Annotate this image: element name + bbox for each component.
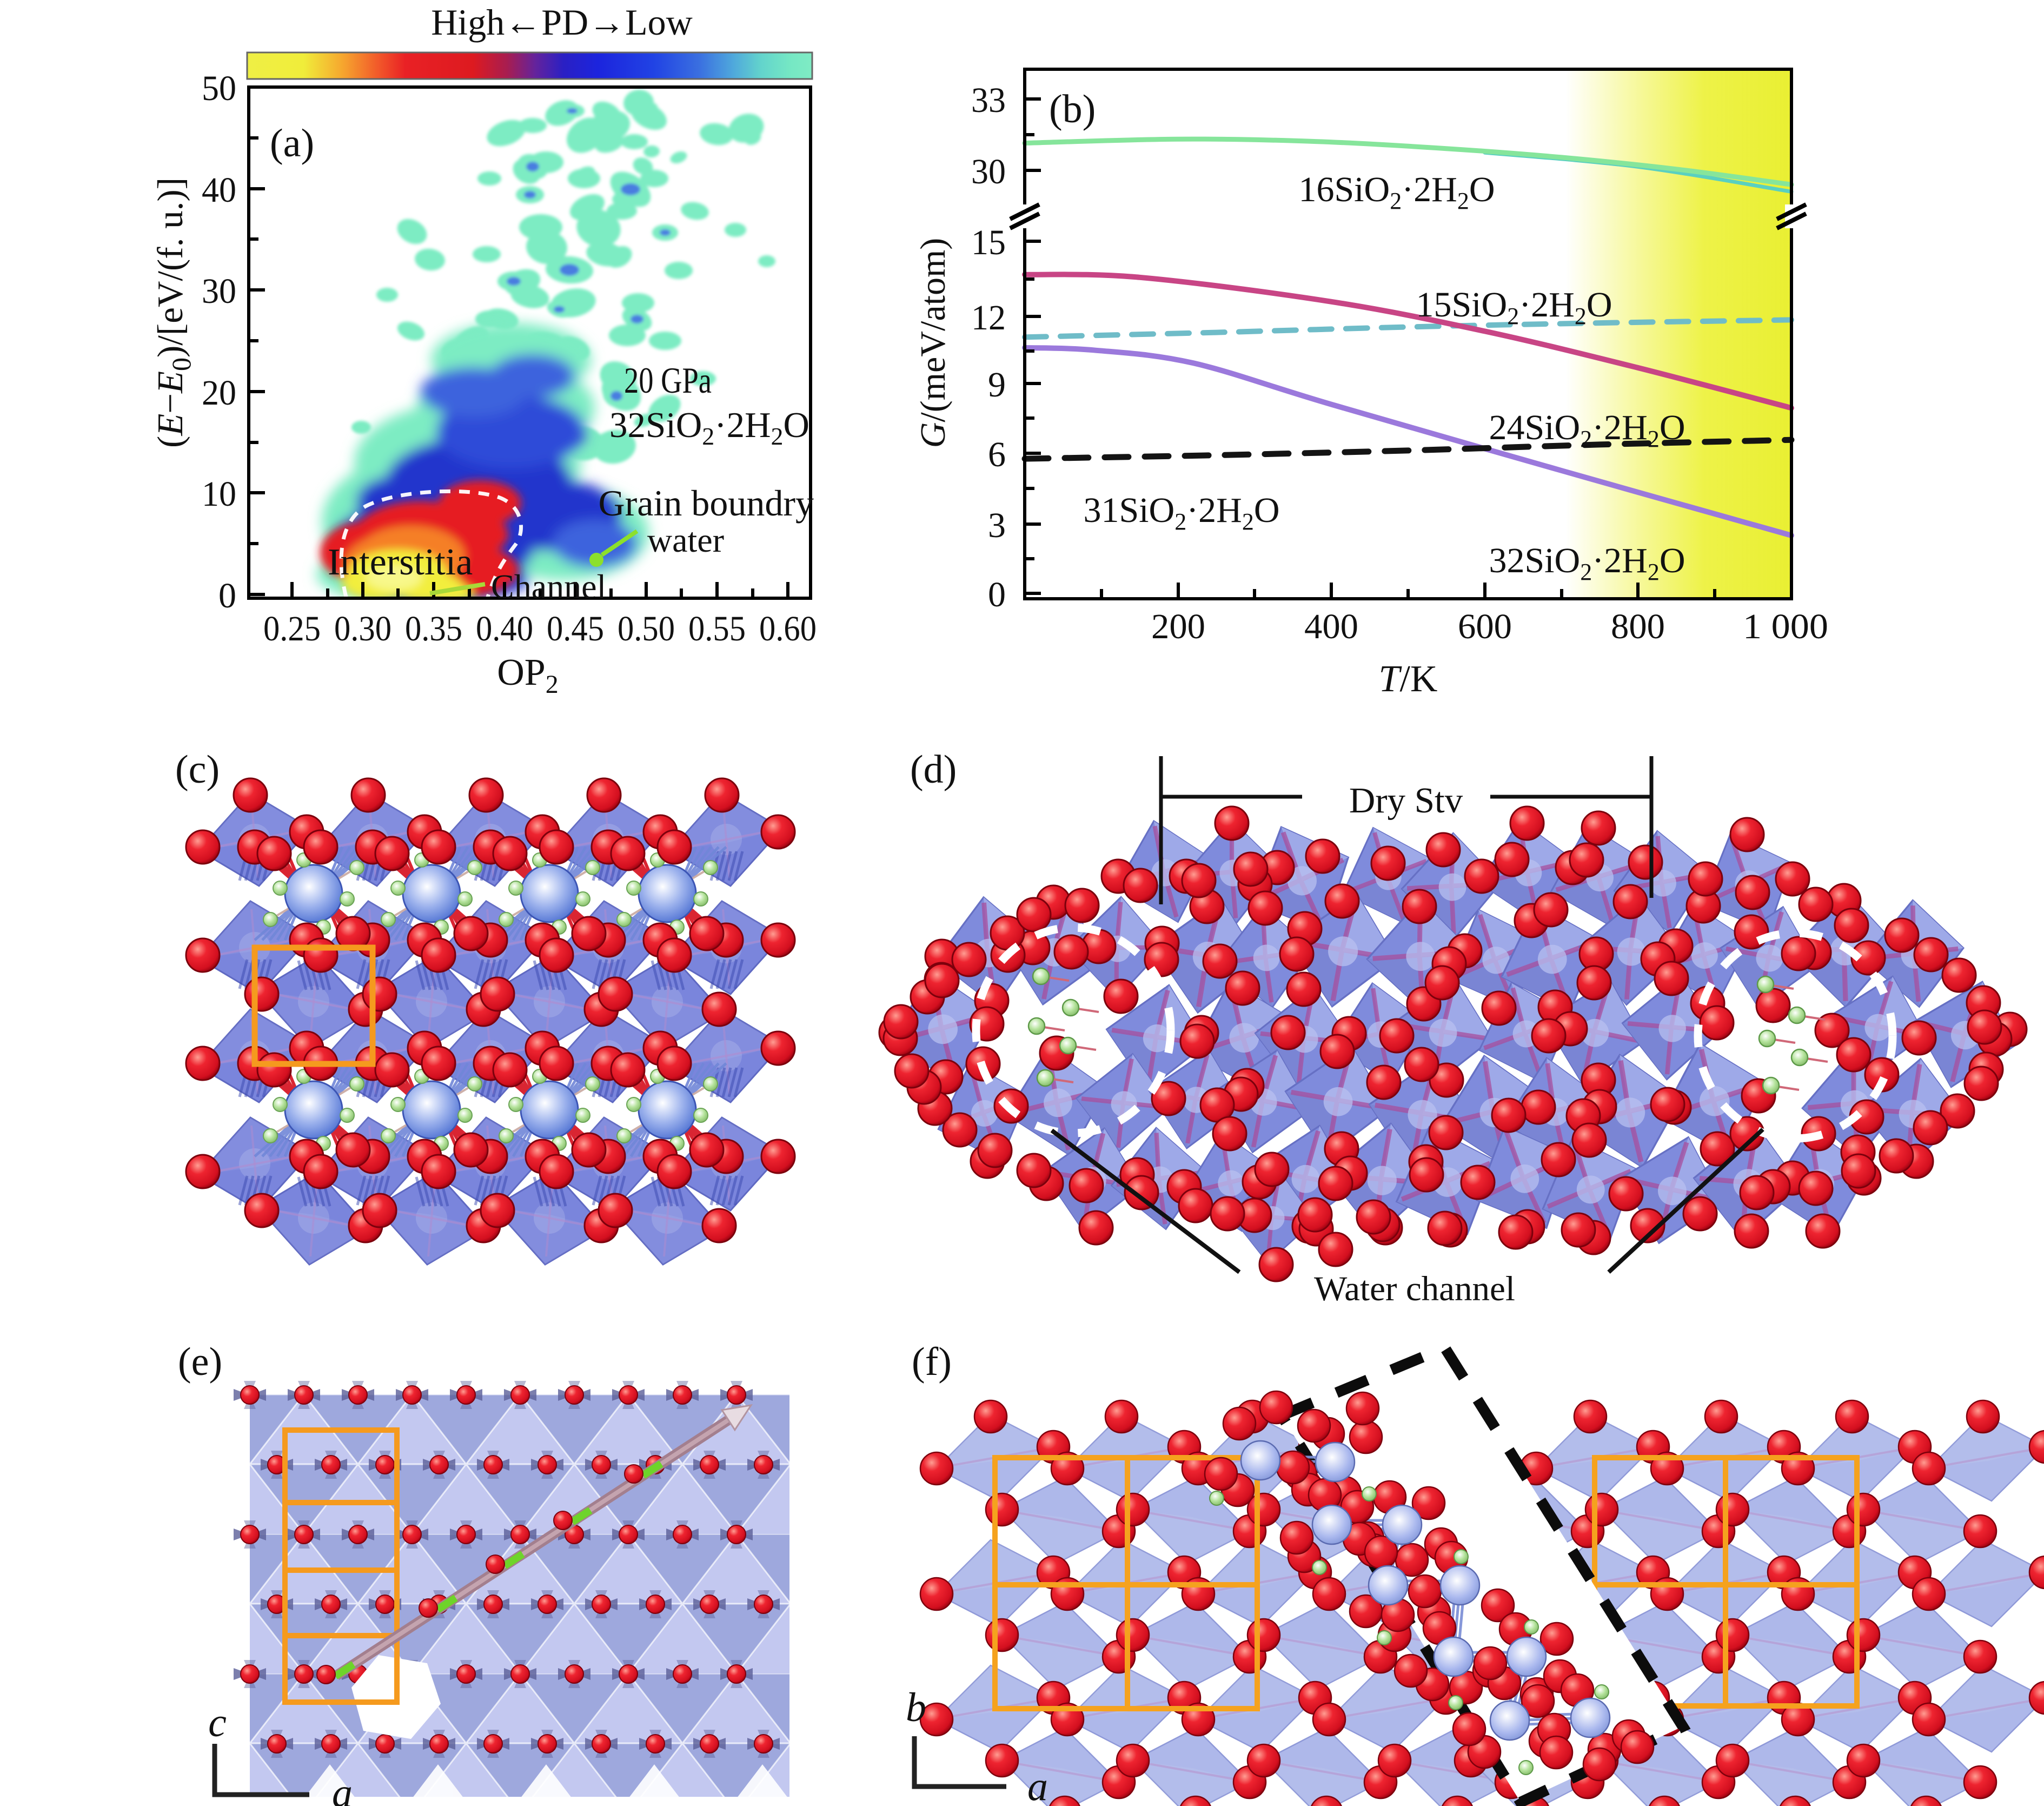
svg-text:20 GPa: 20 GPa [624, 360, 712, 401]
svg-text:10: 10 [202, 474, 236, 514]
svg-text:Dry Stv: Dry Stv [1349, 780, 1463, 821]
svg-text:a: a [332, 1770, 353, 1806]
svg-text:50: 50 [202, 69, 236, 108]
svg-text:0.45: 0.45 [547, 609, 604, 649]
svg-text:30: 30 [202, 272, 236, 311]
svg-text:Interstitia: Interstitia [328, 541, 473, 583]
svg-text:200: 200 [1151, 607, 1205, 646]
svg-text:Water channel: Water channel [1314, 1269, 1515, 1308]
svg-text:40: 40 [202, 170, 236, 210]
svg-text:c: c [208, 1700, 227, 1745]
svg-text:(e): (e) [178, 1340, 222, 1384]
svg-text:0: 0 [988, 575, 1006, 614]
svg-text:(E−E0)/[eV/(f. u.)]: (E−E0)/[eV/(f. u.)] [150, 177, 196, 448]
svg-text:800: 800 [1611, 607, 1665, 646]
svg-text:0.50: 0.50 [618, 609, 675, 649]
svg-text:33: 33 [971, 81, 1006, 120]
svg-text:Channel: Channel [491, 567, 606, 606]
svg-text:9: 9 [988, 365, 1006, 405]
svg-text:b: b [906, 1685, 926, 1730]
svg-text:0: 0 [218, 576, 236, 616]
svg-text:(d): (d) [910, 747, 957, 792]
svg-text:T/K: T/K [1379, 658, 1438, 700]
svg-text:G/(meV/atom): G/(meV/atom) [913, 238, 953, 448]
svg-text:12: 12 [971, 298, 1006, 338]
svg-text:(f): (f) [912, 1340, 952, 1384]
svg-text:0.40: 0.40 [476, 609, 533, 649]
svg-text:3: 3 [988, 506, 1006, 545]
svg-text:0.35: 0.35 [405, 609, 462, 649]
svg-text:water: water [647, 521, 724, 559]
svg-text:High←PD→Low: High←PD→Low [431, 2, 693, 43]
svg-text:400: 400 [1304, 607, 1358, 646]
svg-text:20: 20 [202, 373, 236, 413]
svg-text:Grain boundry: Grain boundry [599, 482, 814, 524]
svg-text:0.25: 0.25 [263, 609, 321, 649]
svg-text:(b): (b) [1049, 87, 1096, 131]
svg-text:0.30: 0.30 [334, 609, 391, 649]
svg-text:(a): (a) [270, 121, 314, 166]
svg-text:6: 6 [988, 435, 1006, 474]
svg-text:1 000: 1 000 [1743, 607, 1828, 646]
svg-text:a: a [1027, 1764, 1048, 1806]
svg-text:0.60: 0.60 [759, 609, 817, 649]
svg-text:0.55: 0.55 [688, 609, 746, 649]
svg-text:600: 600 [1458, 607, 1512, 646]
svg-text:30: 30 [971, 152, 1006, 191]
svg-text:15: 15 [971, 223, 1006, 262]
svg-text:(c): (c) [175, 747, 220, 792]
